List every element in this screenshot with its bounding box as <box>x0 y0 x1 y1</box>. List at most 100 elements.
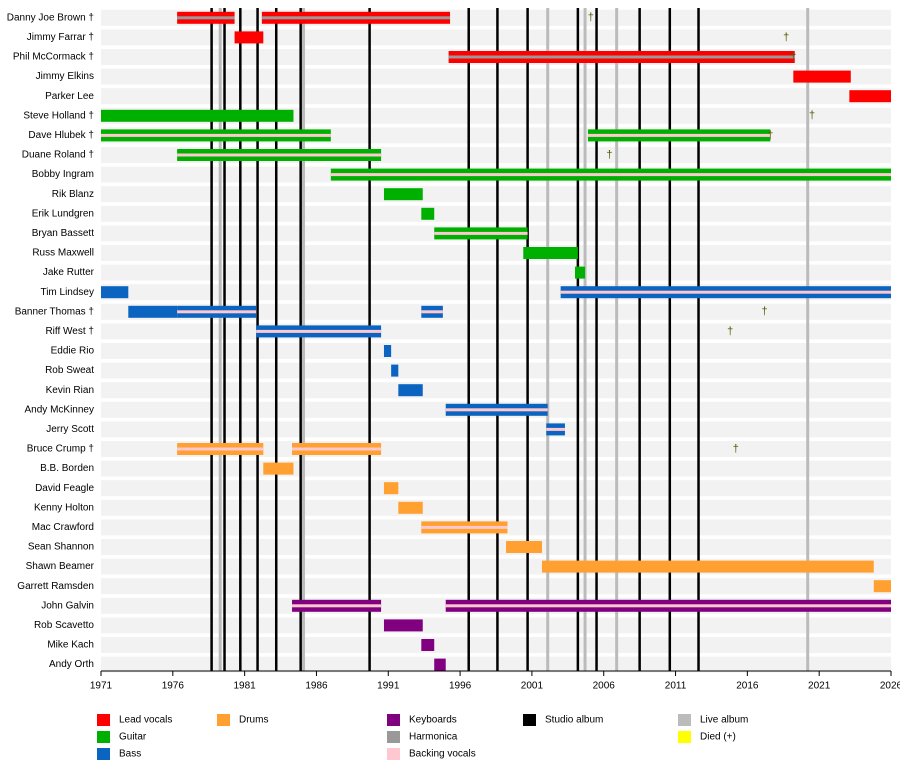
legend-swatch <box>97 748 110 760</box>
secondary-role <box>421 525 508 529</box>
secondary-role <box>421 310 443 314</box>
row-band <box>101 68 891 85</box>
secondary-role <box>177 153 382 157</box>
legend-label: Live album <box>700 715 748 726</box>
legend-label: Lead vocals <box>119 715 172 726</box>
legend-label: Studio album <box>545 715 603 726</box>
secondary-role <box>292 447 382 451</box>
member-name: Jimmy Elkins <box>36 71 94 82</box>
secondary-role <box>256 329 382 333</box>
x-tick-label: 2016 <box>736 681 759 692</box>
member-name: Rob Sweat <box>45 365 94 376</box>
secondary-role <box>560 290 891 294</box>
row-band <box>101 186 891 203</box>
member-name: David Feagle <box>35 483 94 494</box>
row-band <box>101 29 891 46</box>
legend-swatch <box>523 714 536 726</box>
secondary-role <box>330 173 891 177</box>
row-band <box>101 382 891 399</box>
tenure-bar <box>873 580 891 593</box>
tenure-bar <box>383 345 392 357</box>
row-band <box>101 362 891 379</box>
member-name: Russ Maxwell <box>32 248 94 259</box>
tenure-bar <box>128 305 178 318</box>
death-marker: † <box>783 31 789 43</box>
member-name: Riff West † <box>45 326 94 337</box>
member-name: Parker Lee <box>45 91 94 102</box>
tenure-bar <box>101 109 294 122</box>
member-name: Jake Rutter <box>43 267 95 278</box>
row-band <box>101 343 891 359</box>
legend-label: Bass <box>119 749 141 760</box>
row-band <box>101 637 891 653</box>
member-name: Andy Orth <box>49 659 94 670</box>
death-marker: † <box>809 110 815 122</box>
death-marker: † <box>733 443 739 455</box>
tenure-bar <box>398 384 423 397</box>
member-name: Danny Joe Brown † <box>7 12 94 23</box>
legend-swatch <box>387 748 400 760</box>
x-tick-label: 1971 <box>90 681 113 692</box>
row-band <box>101 499 891 516</box>
legend-swatch <box>97 731 110 743</box>
row-band <box>101 656 891 673</box>
legend-label: Harmonica <box>409 732 458 743</box>
tenure-bar <box>383 482 399 495</box>
row-band <box>101 88 891 105</box>
member-name: Jerry Scott <box>46 424 94 435</box>
member-name: Steve Holland † <box>23 110 94 121</box>
tenure-bar <box>398 501 423 514</box>
secondary-role <box>445 604 891 608</box>
tenure-bar <box>101 286 129 299</box>
x-tick-label: 2006 <box>593 681 616 692</box>
member-name: Duane Roland † <box>22 150 94 161</box>
row-band <box>101 245 891 261</box>
member-name: Jimmy Farrar † <box>27 32 94 43</box>
member-name: Erik Lundgren <box>32 208 94 219</box>
secondary-role <box>546 427 565 431</box>
row-band <box>101 617 891 634</box>
secondary-role <box>292 604 382 608</box>
x-tick-label: 1976 <box>162 681 185 692</box>
legend-swatch <box>678 731 691 743</box>
row-band <box>101 578 891 595</box>
death-marker: † <box>727 325 733 337</box>
death-marker: † <box>762 306 768 318</box>
legend-label: Died (+) <box>700 732 736 743</box>
secondary-role <box>177 310 257 314</box>
tenure-bar <box>383 188 423 201</box>
row-band <box>101 480 891 497</box>
x-tick-label: 1991 <box>377 681 400 692</box>
legend-swatch <box>678 714 691 726</box>
legend-swatch <box>217 714 230 726</box>
member-name: Bruce Crump † <box>27 444 94 455</box>
x-tick-label: 1996 <box>449 681 472 692</box>
x-tick-label: 2001 <box>521 681 544 692</box>
secondary-role <box>177 16 235 20</box>
secondary-role <box>101 133 331 137</box>
x-tick-label: 1981 <box>234 681 257 692</box>
secondary-role <box>448 55 795 59</box>
tenure-bar <box>523 247 578 259</box>
member-name: Kenny Holton <box>34 502 94 513</box>
member-name: Sean Shannon <box>28 542 94 553</box>
x-tick-label: 2011 <box>665 681 687 692</box>
member-name: Andy McKinney <box>25 404 94 415</box>
legend-swatch <box>387 714 400 726</box>
legend-label: Keyboards <box>409 715 457 726</box>
tenure-bar <box>421 639 435 651</box>
row-band <box>101 421 891 438</box>
death-marker: † <box>767 129 773 141</box>
tenure-bar <box>391 364 399 377</box>
member-name: Shawn Beamer <box>26 561 95 572</box>
member-name: Mac Crawford <box>32 522 94 533</box>
legend-label: Guitar <box>119 732 147 743</box>
tenure-bar <box>263 462 294 475</box>
member-name: Tim Lindsey <box>40 287 94 298</box>
tenure-bar <box>793 70 851 83</box>
member-name: Mike Kach <box>47 640 94 651</box>
x-tick-label: 2026 <box>880 681 900 692</box>
tenure-bar <box>541 560 874 573</box>
tenure-bar <box>383 619 423 632</box>
